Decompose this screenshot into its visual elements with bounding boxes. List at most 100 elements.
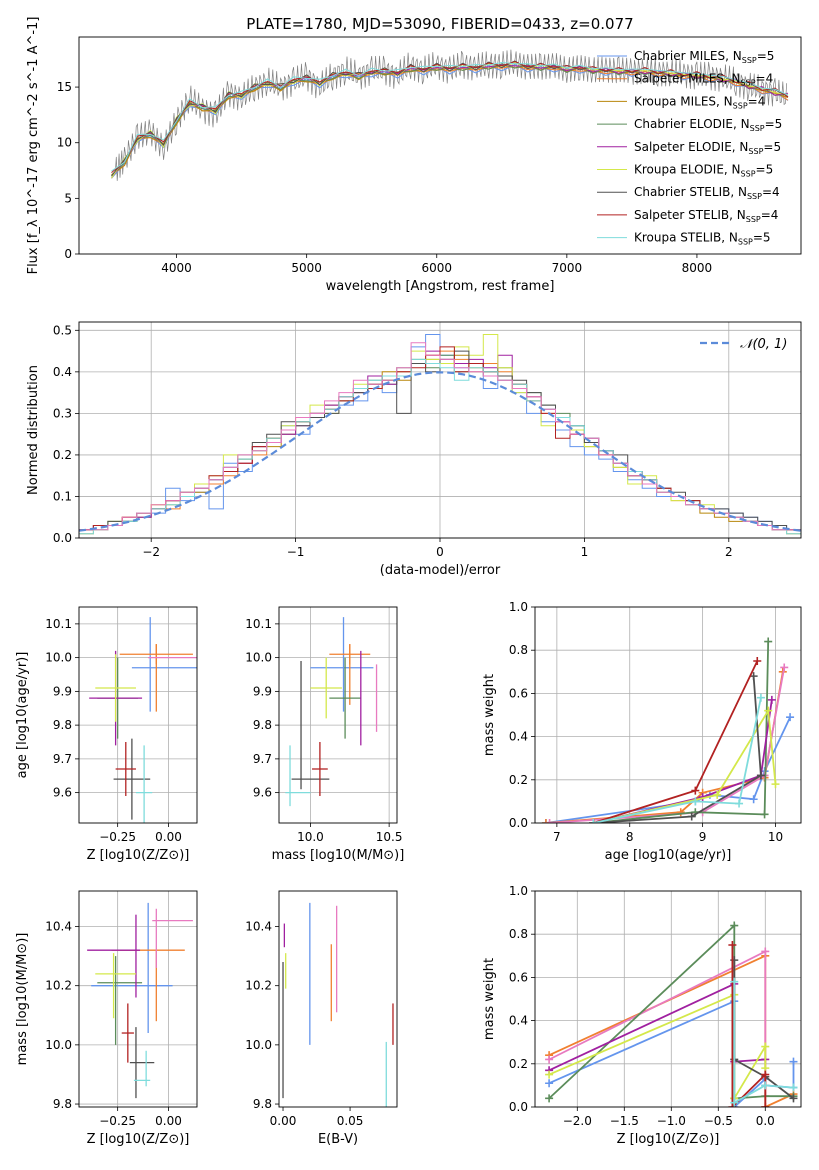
- y-tick-label: 0.4: [509, 730, 528, 744]
- mass-weight-marker: [786, 713, 795, 722]
- mass-weight-line-8: [733, 981, 794, 1105]
- mass-weight-vs-age-panel: 7 8 9 10 0.0 0.2 0.4 0.6 0.8 1.0 age [log10(age/yr…: [482, 600, 802, 863]
- mass-weight-line-8: [593, 697, 762, 823]
- legend-label-subscript: SSP: [747, 192, 762, 201]
- mass-weight-marker: [789, 1083, 798, 1092]
- y-tick-label: 9.6: [253, 786, 272, 800]
- mass-weight-vs-metallicity-panel: −2.0 −1.5 −1.0 −0.5 0.0 0.0 0.2 0.4 0.6 0.8 1.0 Z […: [482, 884, 802, 1147]
- mass-weight-marker: [545, 1094, 554, 1103]
- residual-panel: −2 −1 0 1 2 0.0 0.1 0.2 0.3 0.4 0.5 (data-model)/er…: [26, 321, 802, 578]
- mass-weight-marker: [730, 921, 739, 930]
- errorbars: [285, 617, 378, 807]
- mass-weight-marker: [761, 1042, 770, 1051]
- mass-weight-marker: [691, 786, 700, 795]
- legend-label-value: =5: [757, 49, 775, 63]
- legend-label-text: Chabrier STELIB, N: [634, 185, 747, 199]
- x-tick-label: 4000: [161, 261, 192, 275]
- x-tick-label: 0.00: [270, 1114, 297, 1128]
- mass-weight-lines: [541, 637, 795, 823]
- x-tick-label: 0.0: [756, 1114, 775, 1128]
- y-tick-label: 10.2: [245, 979, 272, 993]
- mass-weight-line-7: [593, 660, 759, 823]
- y-tick-label: 0.6: [509, 686, 528, 700]
- y-tick-label: 0: [64, 247, 72, 261]
- mass-vs-extinction-panel: 0.00 0.05 9.8 10.0 10.2 10.4 E(B-V): [245, 890, 398, 1147]
- legend-label-text: Salpeter ELODIE, N: [634, 140, 748, 154]
- y-tick-label: 0.2: [509, 773, 528, 787]
- y-tick-label: 0.4: [53, 365, 72, 379]
- y-tick-label: 0.0: [53, 531, 72, 545]
- histograms: [79, 334, 801, 538]
- legend-label-text: Salpeter MILES, N: [634, 72, 741, 86]
- y-tick-label: 10.1: [245, 617, 272, 631]
- legend-label-text: Kroupa STELIB, N: [634, 231, 738, 245]
- legend-label-1: Salpeter MILES, NSSP=4: [634, 72, 773, 88]
- x-tick-label: −0.25: [99, 1114, 136, 1128]
- mass-weight-marker: [676, 808, 685, 817]
- x-tick-label: 8000: [682, 261, 713, 275]
- y-tick-label: 15: [57, 80, 72, 94]
- y-axis-label: age [log10(age/yr)]: [15, 652, 30, 779]
- y-tick-label: 0.2: [53, 448, 72, 462]
- y-tick-label: 1.0: [509, 600, 528, 614]
- x-tick-label: 5000: [291, 261, 322, 275]
- mass-weight-lines: [545, 921, 798, 1107]
- legend-label-subscript: SSP: [742, 56, 757, 65]
- mass-weight-line-6: [733, 960, 795, 1100]
- legend-label-text: Kroupa ELODIE, N: [634, 163, 741, 177]
- mass-weight-marker: [730, 977, 739, 986]
- x-tick-label: 8: [626, 830, 634, 844]
- legend-label-subscript: SSP: [750, 124, 765, 133]
- legend-label-text: Kroupa MILES, N: [634, 94, 733, 108]
- legend-label-value: =4: [762, 185, 780, 199]
- mass-weight-marker: [545, 1070, 554, 1079]
- legend-label-value: =4: [756, 72, 774, 86]
- y-tick-label: 0.4: [509, 1014, 528, 1028]
- legend-label-text: Chabrier MILES, N: [634, 49, 742, 63]
- y-tick-label: 0.0: [509, 816, 528, 830]
- y-tick-label: 0.8: [509, 643, 528, 657]
- mass-weight-line-3: [593, 641, 770, 823]
- legend-label-3: Chabrier ELODIE, NSSP=5: [634, 117, 782, 133]
- plot-frame: [78, 890, 198, 1108]
- model-line-3: [111, 63, 789, 177]
- plot-frame: [78, 321, 802, 539]
- errorbars: [87, 902, 193, 1099]
- mass-weight-marker: [789, 1094, 798, 1103]
- y-tick-label: 9.8: [253, 1097, 272, 1111]
- x-tick-label: 7: [553, 830, 561, 844]
- y-tick-label: 10: [57, 136, 72, 150]
- y-tick-label: 9.8: [53, 718, 72, 732]
- legend-label-subscript: SSP: [741, 79, 756, 88]
- x-tick-label: 1: [581, 545, 589, 559]
- legend-label-value: =5: [753, 231, 771, 245]
- errorbars: [282, 902, 394, 1107]
- y-tick-label: 10.0: [245, 1038, 272, 1052]
- legend-label-8: Kroupa STELIB, NSSP=5: [634, 231, 771, 247]
- y-axis-label: Flux [f_λ 10^-17 erg cm^-2 s^-1 A^-1]: [26, 17, 41, 275]
- x-tick-label: −0.5: [704, 1114, 733, 1128]
- mass-weight-marker: [764, 637, 773, 646]
- legend-label-subscript: SSP: [746, 215, 761, 224]
- mass-weight-marker: [789, 1057, 798, 1066]
- y-tick-label: 10.0: [45, 651, 72, 665]
- legend-label-value: =5: [756, 163, 774, 177]
- mass-weight-marker: [753, 657, 762, 665]
- x-tick-label: 0.00: [155, 830, 182, 844]
- mass-weight-marker: [756, 693, 765, 702]
- legend-label-value: =5: [765, 117, 783, 131]
- mass-weight-marker: [687, 812, 696, 821]
- x-axis-label: Z [log10(Z/Z⊙)]: [617, 1132, 720, 1147]
- legend-label-value: =5: [763, 140, 781, 154]
- y-tick-label: 10.0: [245, 651, 272, 665]
- mass-weight-marker: [713, 790, 722, 799]
- mass-weight-marker: [545, 1055, 554, 1064]
- plot-frame: [534, 606, 802, 824]
- y-tick-label: 10.4: [245, 920, 272, 934]
- y-tick-label: 0.5: [53, 323, 72, 337]
- x-tick-label: −2: [142, 545, 160, 559]
- mass-weight-marker: [541, 819, 550, 823]
- x-tick-label: 2: [725, 545, 733, 559]
- y-tick-label: 10.2: [45, 979, 72, 993]
